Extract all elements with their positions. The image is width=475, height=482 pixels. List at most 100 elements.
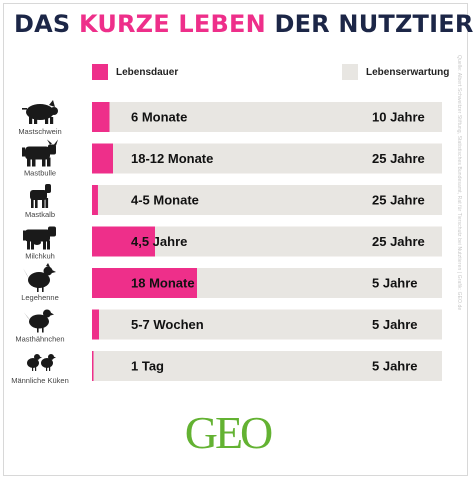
title-part-2: DER NUTZTIERE <box>265 10 475 38</box>
cow-icon <box>23 226 56 250</box>
animal-label: Masthähnchen <box>15 335 64 344</box>
chart-row: Masthähnchen 5-7 Wochen 5 Jahre <box>15 309 442 344</box>
cow-icon-part <box>25 229 50 242</box>
chicks-icon <box>27 354 56 371</box>
animal-label: Milchkuh <box>25 252 55 261</box>
page-title: DAS KURZE LEBEN DER NUTZTIERE <box>14 10 475 38</box>
chicks-icon-part <box>46 367 48 371</box>
title-accent: KURZE LEBEN <box>78 10 266 38</box>
cow-icon-part <box>23 230 26 241</box>
animal-label: Mastschwein <box>18 127 61 136</box>
pig-icon-part <box>49 100 55 107</box>
geo-logo: GEO <box>184 407 274 458</box>
pig-icon-part <box>50 107 58 115</box>
lifespan-value: 18-12 Monate <box>131 151 213 166</box>
chart-row: Mastschwein 6 Monate 10 Jahre <box>18 100 442 136</box>
hen-icon-part <box>37 287 39 292</box>
chicks-icon-part <box>39 356 42 359</box>
chicken-icon-part <box>24 312 30 321</box>
chicks-icon-part <box>49 367 51 371</box>
bar-lebenserwartung <box>92 102 442 132</box>
chicks-icon-part <box>32 367 34 371</box>
animal-label: Mastbulle <box>24 169 56 178</box>
bull-icon <box>22 139 58 167</box>
calf-icon-part <box>45 184 51 193</box>
chicks-icon-part <box>35 367 37 371</box>
legend-label-lebensdauer: Lebensdauer <box>116 66 179 78</box>
title-part-1: DAS <box>14 10 79 38</box>
legend-swatch-lebensdauer <box>92 64 108 80</box>
pig-icon-part <box>29 117 33 124</box>
bar-lebensdauer <box>92 185 98 215</box>
chicks-icon-part <box>48 354 54 360</box>
chicks-icon-part <box>27 358 39 368</box>
cow-icon-part <box>27 240 30 250</box>
legend-lebenserwartung: Lebenserwartung <box>342 64 449 80</box>
bull-icon-part <box>54 139 58 146</box>
bar-lebensdauer <box>92 309 99 340</box>
pig-icon-part <box>50 117 54 124</box>
cow-icon-part <box>48 226 56 237</box>
lifespan-value: 1 Tag <box>131 359 164 374</box>
pig-icon-part <box>26 104 54 120</box>
calf-icon-part <box>31 198 34 208</box>
animal-label: Mastkalb <box>25 210 55 219</box>
bull-icon-part <box>27 157 31 167</box>
expectancy-value: 5 Jahre <box>372 359 418 374</box>
expectancy-value: 5 Jahre <box>372 317 418 332</box>
chicks-icon-part <box>41 358 53 368</box>
cow-icon-part <box>47 240 50 250</box>
lifespan-value: 18 Monate <box>131 276 195 291</box>
pig-icon <box>22 100 58 124</box>
bar-lebensdauer <box>92 268 197 298</box>
calf-icon-part <box>35 198 38 208</box>
legend-lebensdauer: Lebensdauer <box>92 64 178 80</box>
bar-lebenserwartung <box>92 185 442 215</box>
bar-lebenserwartung <box>92 351 442 381</box>
bar-lebensdauer <box>92 351 94 381</box>
bull-icon-part <box>22 147 25 157</box>
bull-icon-part <box>47 157 51 167</box>
lifespan-value: 6 Monate <box>131 110 187 125</box>
bull-icon-part <box>47 139 52 145</box>
bull-icon-part <box>48 144 56 155</box>
bull-icon-part <box>42 157 46 167</box>
pig-icon-part <box>45 117 49 124</box>
pig-icon-part <box>22 108 27 110</box>
chicken-icon-part <box>42 327 44 333</box>
cow-icon-part <box>43 240 46 250</box>
hen-icon-part <box>43 266 53 276</box>
expectancy-value: 25 Jahre <box>372 193 425 208</box>
calf-icon-part <box>42 198 45 208</box>
lifespan-value: 5-7 Wochen <box>131 317 204 332</box>
bar-lebensdauer <box>92 102 110 132</box>
legend-swatch-lebenserwartung <box>342 64 358 80</box>
chart-row: Legehenne 18 Monate 5 Jahre <box>21 263 442 302</box>
calf-icon-part <box>45 198 49 208</box>
chart-row: Mastkalb 4-5 Monate 25 Jahre <box>25 184 442 219</box>
chicks-icon-part <box>34 354 40 360</box>
lifespan-value: 4-5 Monate <box>131 193 199 208</box>
bar-lebenserwartung <box>92 309 442 340</box>
calf-icon <box>30 184 51 208</box>
bar-lebensdauer <box>92 143 113 174</box>
cow-icon-part <box>31 240 34 250</box>
bull-icon-part <box>32 157 36 167</box>
pig-icon-part <box>34 117 38 124</box>
hen-icon-part <box>23 268 29 279</box>
calf-icon-part <box>30 190 47 200</box>
chicks-icon-part <box>53 356 56 359</box>
chart-row: Mastbulle 18-12 Monate 25 Jahre <box>22 139 442 178</box>
hen-icon-part <box>42 287 44 292</box>
chicken-icon-part <box>29 314 49 329</box>
lifespan-value: 4,5 Jahre <box>131 234 187 249</box>
animal-label: Legehenne <box>21 293 59 302</box>
bar-lebensdauer <box>92 226 155 257</box>
chicken-icon-part <box>50 312 54 316</box>
hen-icon <box>23 263 56 292</box>
chicken-icon-part <box>43 309 51 318</box>
animal-label: Männliche Küken <box>11 376 69 385</box>
cow-icon-part <box>33 240 41 245</box>
chart-row: Männliche Küken 1 Tag 5 Jahre <box>11 351 442 385</box>
